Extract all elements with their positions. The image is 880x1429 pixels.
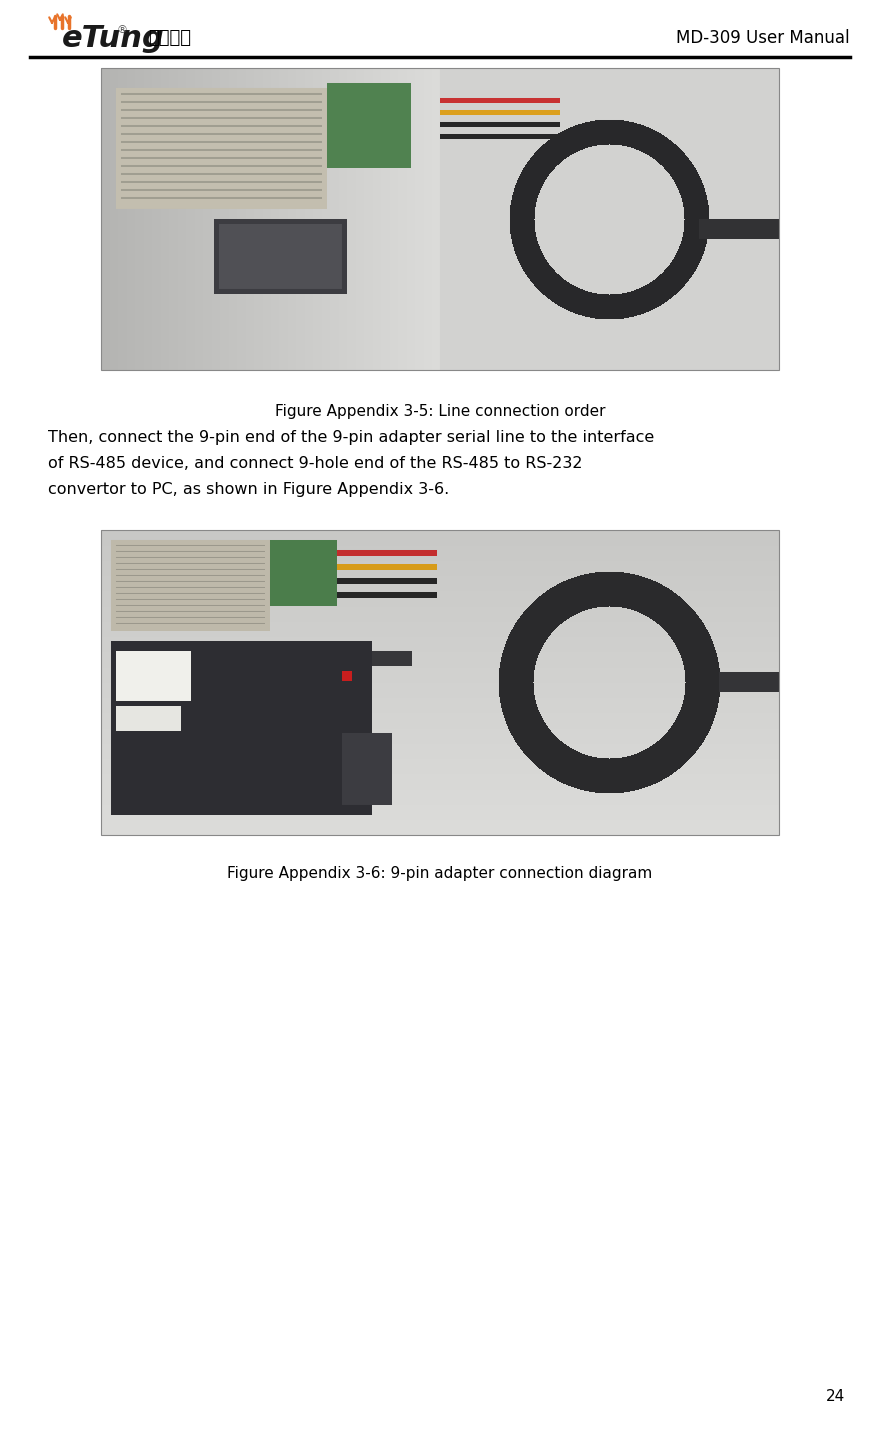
- Bar: [101, 530, 779, 835]
- Text: Then, connect the 9-pin end of the 9-pin adapter serial line to the interface: Then, connect the 9-pin end of the 9-pin…: [48, 430, 654, 444]
- Text: 24: 24: [825, 1389, 845, 1405]
- Text: Figure Appendix 3-6: 9-pin adapter connection diagram: Figure Appendix 3-6: 9-pin adapter conne…: [227, 866, 653, 880]
- Text: convertor to PC, as shown in Figure Appendix 3-6.: convertor to PC, as shown in Figure Appe…: [48, 482, 450, 497]
- Text: of RS-485 device, and connect 9-hole end of the RS-485 to RS-232: of RS-485 device, and connect 9-hole end…: [48, 456, 583, 472]
- Bar: [101, 69, 779, 370]
- Text: 駅唐科技: 駅唐科技: [148, 29, 191, 47]
- Text: ®: ®: [117, 24, 128, 34]
- Text: MD-309 User Manual: MD-309 User Manual: [677, 29, 850, 47]
- Text: eTung: eTung: [62, 23, 165, 53]
- Text: Figure Appendix 3-5: Line connection order: Figure Appendix 3-5: Line connection ord…: [275, 403, 605, 419]
